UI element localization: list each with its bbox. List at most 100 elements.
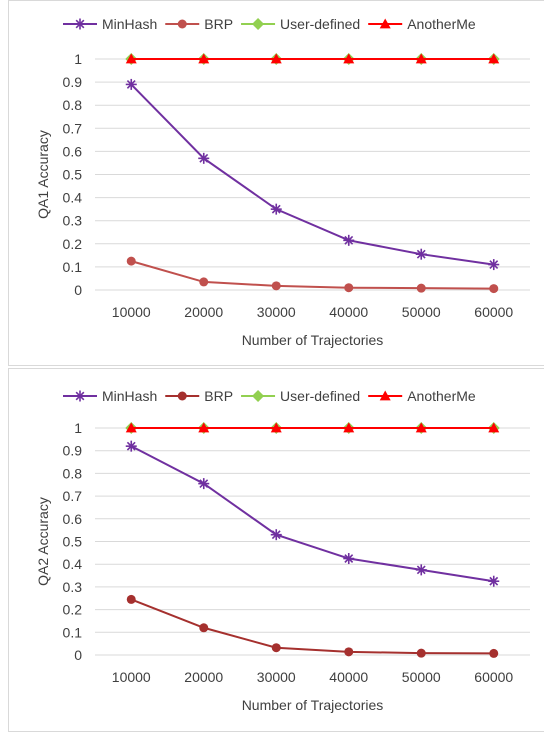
- y-tick-label: 0.4: [63, 556, 83, 572]
- legend-item-anotherme: AnotherMe: [368, 388, 476, 404]
- x-axis-ticks: 10000 20000 30000 40000 50000 60000: [112, 304, 514, 320]
- qa2-accuracy-chart: 0 0.1 0.2 0.3 0.4 0.5 0.6 0.7 0.8 0.9 1 10000 20000 3…: [35, 388, 530, 713]
- y-tick-label: 1: [74, 420, 82, 436]
- y-axis-title: QA2 Accuracy: [35, 497, 51, 586]
- qa1-accuracy-chart: 0 0.1 0.2 0.3 0.4 0.5 0.6 0.7 0.8 0.9 1 10000 20000 3…: [35, 16, 530, 348]
- y-tick-label: 0.1: [63, 259, 83, 275]
- minhash-line: [130, 83, 494, 266]
- brp-point: [126, 594, 136, 604]
- legend-marker-minhash: [74, 18, 86, 30]
- y-tick-label: 0: [74, 282, 82, 298]
- x-tick-label: 30000: [257, 304, 296, 320]
- legend-label-brp: BRP: [204, 16, 233, 32]
- legend-item-brp: BRP: [165, 16, 233, 32]
- legend-item-minhash: MinHash: [63, 388, 157, 404]
- series-brp: [126, 594, 499, 658]
- minhash-point: [125, 78, 137, 90]
- brp-point: [126, 256, 136, 266]
- anotherme-point: [270, 422, 282, 433]
- x-tick-label: 60000: [474, 669, 513, 685]
- x-axis-ticks: 10000 20000 30000 40000 50000 60000: [112, 669, 514, 685]
- chart-panel-qa2: 0 0.1 0.2 0.3 0.4 0.5 0.6 0.7 0.8 0.9 1 10000 20000 3…: [0, 368, 544, 732]
- series-minhash: [125, 440, 500, 587]
- minhash-point: [488, 259, 500, 271]
- brp-point: [271, 281, 281, 291]
- legend-item-user-defined: User-defined: [241, 388, 360, 404]
- y-tick-label: 0.5: [63, 167, 83, 183]
- legend-item-minhash: MinHash: [63, 16, 157, 32]
- y-tick-label: 0.8: [63, 465, 83, 481]
- brp-point: [271, 643, 281, 653]
- y-axis-ticks: 0 0.1 0.2 0.3 0.4 0.5 0.6 0.7 0.8 0.9 1: [63, 420, 83, 663]
- x-tick-label: 50000: [402, 304, 441, 320]
- chart-panel-qa1: 0 0.1 0.2 0.3 0.4 0.5 0.6 0.7 0.8 0.9 1 10000 20000 3…: [8, 0, 544, 366]
- legend-marker-brp: [177, 391, 187, 401]
- y-tick-label: 0.9: [63, 74, 83, 90]
- minhash-point: [488, 575, 500, 587]
- legend-label-anotherme: AnotherMe: [407, 16, 476, 32]
- series-anotherme: [125, 53, 500, 64]
- anotherme-point: [415, 53, 427, 64]
- minhash-point: [270, 529, 282, 541]
- legend-label-minhash: MinHash: [102, 16, 157, 32]
- x-axis-title: Number of Trajectories: [242, 697, 384, 713]
- y-tick-label: 0.7: [63, 120, 83, 136]
- brp-point: [489, 648, 499, 658]
- x-tick-label: 60000: [474, 304, 513, 320]
- x-tick-label: 20000: [184, 669, 223, 685]
- x-tick-label: 40000: [329, 304, 368, 320]
- y-tick-label: 0.6: [63, 511, 83, 527]
- minhash-line: [130, 445, 494, 583]
- legend-item-brp: BRP: [165, 388, 233, 404]
- y-tick-label: 0.9: [63, 443, 83, 459]
- legend: MinHash BRP User-defined AnotherMe: [63, 388, 476, 404]
- anotherme-point: [343, 422, 355, 433]
- y-tick-label: 0.6: [63, 143, 83, 159]
- y-tick-label: 0.8: [63, 97, 83, 113]
- y-tick-label: 0.3: [63, 579, 83, 595]
- minhash-point: [125, 440, 137, 452]
- brp-point: [416, 283, 426, 293]
- minhash-point: [198, 478, 210, 490]
- anotherme-point: [488, 53, 500, 64]
- y-tick-label: 0: [74, 647, 82, 663]
- legend-marker-minhash: [74, 390, 86, 402]
- x-tick-label: 50000: [402, 669, 441, 685]
- y-axis-title: QA1 Accuracy: [35, 130, 51, 219]
- minhash-point: [415, 248, 427, 260]
- brp-point: [344, 647, 354, 657]
- gridlines: [95, 58, 530, 268]
- y-tick-label: 0.4: [63, 190, 83, 206]
- legend-label-user-defined: User-defined: [280, 16, 360, 32]
- y-tick-label: 0.3: [63, 213, 83, 229]
- minhash-point: [343, 553, 355, 565]
- legend-marker-anotherme: [379, 390, 391, 401]
- series-minhash: [125, 78, 500, 271]
- brp-point: [199, 623, 209, 633]
- x-tick-label: 10000: [112, 669, 151, 685]
- legend-marker-user-defined: [252, 390, 265, 402]
- anotherme-point: [415, 422, 427, 433]
- chart-border: [8, 0, 544, 366]
- legend-label-minhash: MinHash: [102, 388, 157, 404]
- y-axis-ticks: 0 0.1 0.2 0.3 0.4 0.5 0.6 0.7 0.8 0.9 1: [63, 51, 83, 298]
- minhash-point: [343, 234, 355, 246]
- y-tick-label: 0.5: [63, 534, 83, 550]
- legend-item-anotherme: AnotherMe: [368, 16, 476, 32]
- minhash-point: [415, 564, 427, 576]
- minhash-point: [198, 152, 210, 164]
- legend: MinHash BRP User-defined AnotherMe: [63, 16, 476, 32]
- anotherme-point: [343, 53, 355, 64]
- y-tick-label: 0.1: [63, 624, 83, 640]
- series-brp: [126, 256, 499, 294]
- legend-label-anotherme: AnotherMe: [407, 388, 476, 404]
- legend-marker-user-defined: [252, 18, 265, 30]
- x-axis-title: Number of Trajectories: [242, 332, 384, 348]
- y-tick-label: 0.2: [63, 602, 83, 618]
- minhash-point: [270, 203, 282, 215]
- y-tick-label: 1: [74, 51, 82, 67]
- legend-label-brp: BRP: [204, 388, 233, 404]
- anotherme-point: [125, 53, 137, 64]
- anotherme-point: [488, 422, 500, 433]
- x-tick-label: 20000: [184, 304, 223, 320]
